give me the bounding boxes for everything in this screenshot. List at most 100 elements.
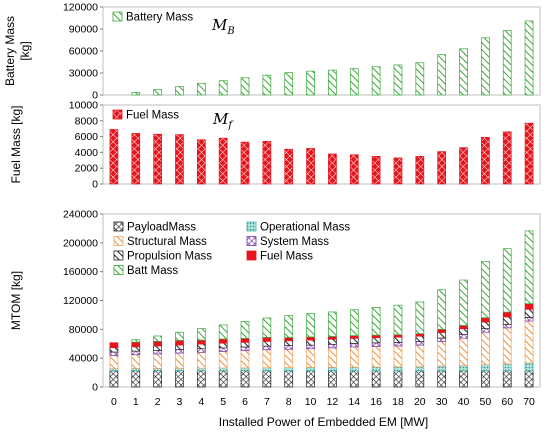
bar-structural-mass xyxy=(218,351,228,369)
x-tick-label: 30 xyxy=(436,396,448,408)
legend-label: Propulsion Mass xyxy=(127,251,212,263)
legend-label: Batt Mass xyxy=(127,265,178,277)
bar-structural-mass xyxy=(437,341,447,367)
bar-battery-mass xyxy=(131,92,141,96)
y-tick-label: 4000 xyxy=(75,147,99,159)
bar-payloadmass xyxy=(153,370,162,388)
bar-propulsion-mass xyxy=(262,340,272,347)
bar-fuel-mass xyxy=(502,131,512,185)
bar-payloadmass xyxy=(481,370,490,388)
bar-propulsion-mass xyxy=(349,337,359,344)
y-tick-label: 40000 xyxy=(69,353,98,365)
bar-fuel-mass xyxy=(284,148,294,185)
bar-propulsion-mass xyxy=(481,321,490,329)
x-tick-label: 12 xyxy=(327,396,339,408)
bar-system-mass xyxy=(524,317,534,322)
bar-fuel-mass xyxy=(393,157,403,185)
bar-structural-mass xyxy=(196,351,206,369)
bar-battery-mass xyxy=(175,86,184,96)
x-tick-label: 3 xyxy=(177,396,183,408)
bar-operational-mass xyxy=(218,367,228,372)
y-tick-label: 200000 xyxy=(63,237,98,249)
bar-structural-mass xyxy=(393,345,403,368)
bar-structural-mass xyxy=(459,337,468,366)
bar-operational-mass xyxy=(284,367,294,372)
bar-operational-mass xyxy=(502,363,512,372)
bar-batt-mass xyxy=(437,289,447,330)
bar-propulsion-mass xyxy=(328,338,337,345)
bar-fuel-mass xyxy=(415,333,425,337)
bar-fuel-mass xyxy=(349,335,359,339)
bar-operational-mass xyxy=(437,365,447,372)
y-tick-label: 0 xyxy=(92,90,98,102)
bar-system-mass xyxy=(415,341,425,346)
legend-label: PayloadMass xyxy=(127,222,196,234)
bar-operational-mass xyxy=(153,368,162,372)
y-axis-label: Fuel Mass [kg] xyxy=(9,105,23,183)
bar-propulsion-mass xyxy=(371,337,381,344)
legend-swatch xyxy=(113,265,124,275)
bar-batt-mass xyxy=(306,313,315,338)
bar-structural-mass xyxy=(175,352,184,369)
bar-system-mass xyxy=(175,349,184,354)
bar-operational-mass xyxy=(393,366,403,372)
bar-system-mass xyxy=(131,350,141,356)
bar-propulsion-mass xyxy=(284,340,294,346)
x-tick-label: 8 xyxy=(286,396,292,408)
bar-payloadmass xyxy=(415,370,425,388)
y-axis-label: MTOM [kg] xyxy=(9,271,23,330)
bar-system-mass xyxy=(284,345,294,350)
bar-battery-mass xyxy=(481,37,490,96)
bar-battery-mass xyxy=(284,72,294,96)
bar-operational-mass xyxy=(306,367,315,372)
legend-swatch xyxy=(112,11,123,22)
bar-system-mass xyxy=(349,343,359,348)
bar-fuel-mass xyxy=(524,303,534,310)
bar-battery-mass xyxy=(306,70,315,96)
bar-system-mass xyxy=(196,348,206,353)
bar-fuel-mass xyxy=(218,137,228,185)
x-tick-label: 50 xyxy=(480,396,492,408)
bar-structural-mass xyxy=(284,348,294,368)
bar-fuel-mass xyxy=(502,311,512,318)
bar-fuel-mass xyxy=(328,153,337,185)
bar-battery-mass xyxy=(328,69,337,96)
bar-fuel-mass xyxy=(196,339,206,345)
y-tick-label: 120000 xyxy=(63,295,98,307)
y-tick-label: 60000 xyxy=(69,46,98,58)
bar-battery-mass xyxy=(262,74,272,96)
x-tick-label: 60 xyxy=(501,396,513,408)
bar-payloadmass xyxy=(349,370,359,388)
legend-label: System Mass xyxy=(260,236,329,248)
bar-payloadmass xyxy=(524,370,534,388)
y-tick-label: 0 xyxy=(92,179,98,191)
bar-structural-mass xyxy=(502,327,512,365)
bar-system-mass xyxy=(502,323,512,329)
bar-fuel-mass xyxy=(371,334,381,339)
bar-battery-mass xyxy=(524,20,534,96)
x-tick-label: 40 xyxy=(458,396,470,408)
bar-system-mass xyxy=(306,344,315,350)
bar-propulsion-mass xyxy=(415,335,425,342)
bar-fuel-mass xyxy=(218,338,228,344)
legend-label: Fuel Mass xyxy=(126,110,179,122)
bar-propulsion-mass xyxy=(502,316,512,325)
bar-fuel-mass xyxy=(284,337,294,342)
bar-structural-mass xyxy=(240,350,250,369)
x-tick-label: 16 xyxy=(370,396,382,408)
bar-operational-mass xyxy=(371,366,381,372)
legend-swatch xyxy=(113,221,124,232)
bar-propulsion-mass xyxy=(393,336,403,343)
bar-fuel-mass xyxy=(481,317,490,323)
x-tick-label: 2 xyxy=(155,396,161,408)
bar-fuel-mass xyxy=(175,134,184,185)
plot-frame xyxy=(102,104,541,185)
legend-swatch xyxy=(113,250,124,261)
bar-battery-mass xyxy=(437,54,447,96)
bar-system-mass xyxy=(328,343,337,349)
bar-fuel-mass xyxy=(437,151,447,185)
bar-propulsion-mass xyxy=(240,341,250,348)
bar-system-mass xyxy=(481,328,490,333)
bar-system-mass xyxy=(218,347,228,352)
